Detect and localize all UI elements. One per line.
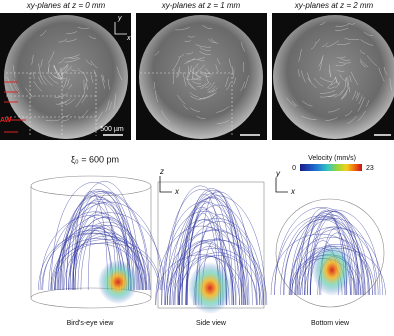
panel-title: xy-planes at z = 2 mm: [294, 1, 374, 10]
axis-label: y: [117, 15, 122, 22]
sample-disc: [273, 15, 394, 139]
colorbar: [300, 164, 362, 171]
colorbar-title: Velocity (mm/s): [308, 155, 356, 162]
axis-label: x: [174, 187, 180, 196]
panel-title: xy-planes at z = 0 mm: [26, 1, 106, 10]
view-label: Bird's-eye view: [67, 320, 115, 327]
axis-label: y: [275, 169, 281, 178]
axis-label: x: [126, 35, 131, 42]
velocity-hotspot: [98, 260, 138, 304]
page: {"panels": [ {"title": "xy-planes at z =…: [0, 0, 394, 336]
colorbar-max: 23: [366, 165, 374, 172]
axis-arrows: [160, 176, 172, 192]
velocity-hotspot: [312, 244, 352, 296]
marker-label: AW: [0, 117, 12, 124]
colorbar-min: 0: [292, 165, 296, 172]
axis-arrows: [276, 178, 288, 192]
scale-bar-label: 500 µm: [100, 126, 124, 133]
axis-label: z: [159, 167, 164, 176]
figure: xy-planes at z = 0 mm xy-planes at z = 1…: [0, 0, 394, 331]
view-label: Bottom view: [311, 320, 350, 327]
axis-label: x: [290, 187, 296, 196]
panel-title: xy-planes at z = 1 mm: [161, 1, 241, 10]
velocity-hotspot: [188, 262, 232, 314]
view-label: Side view: [196, 320, 227, 327]
amplitude: ξ₀ = 600 pm: [71, 154, 119, 164]
